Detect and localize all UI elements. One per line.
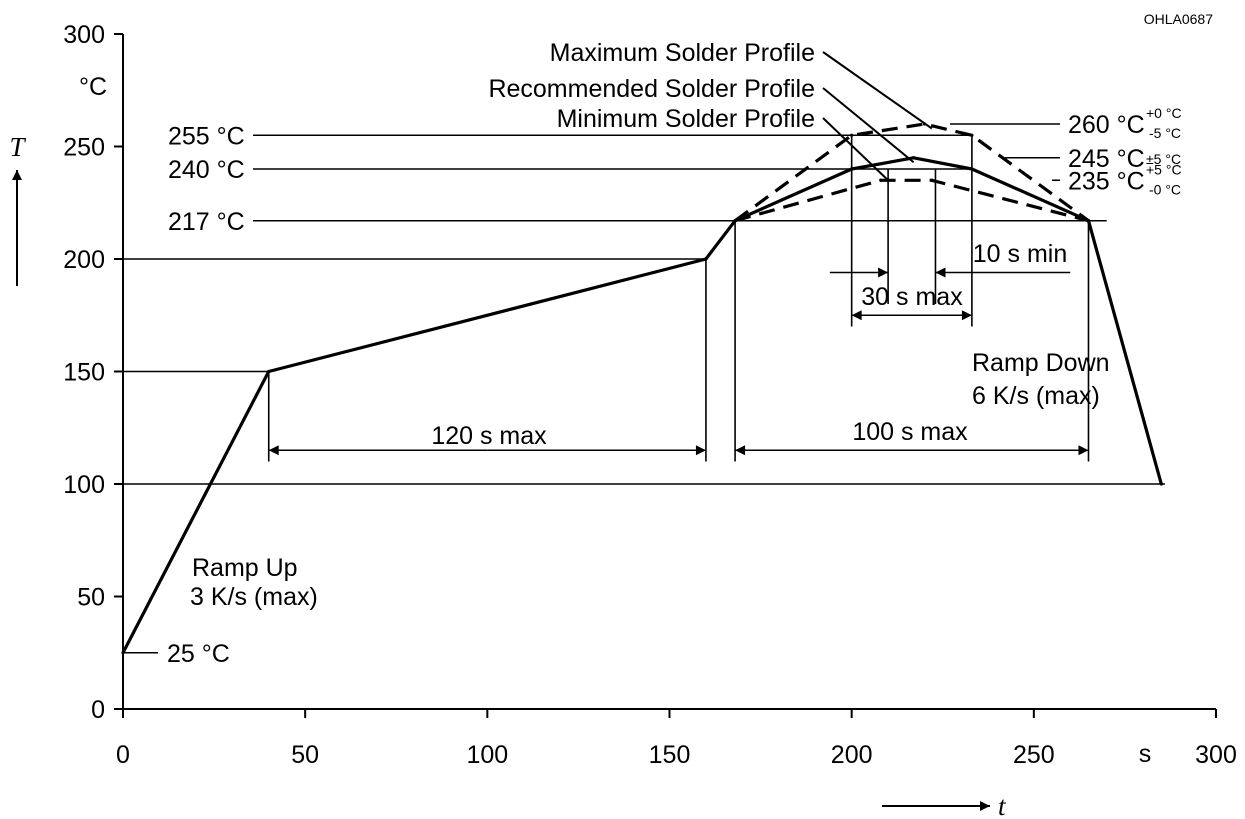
ticks: 0 50 100 150 200 250 300 0 50 100 150 200 250 300	[63, 21, 1237, 769]
series-point-0	[1159, 482, 1163, 486]
y-unit-label: °C	[79, 73, 107, 101]
series-point-0	[704, 257, 708, 261]
peak-temp-label-1: 245 °C	[1068, 145, 1145, 173]
series-point-2	[1086, 219, 1091, 223]
x-tick-label: 300	[1195, 741, 1237, 769]
peak-window-label: 30 s max	[861, 283, 963, 311]
figure-code: OHLA0687	[1144, 11, 1213, 27]
series-line-1	[734, 122, 1090, 222]
peak-tol-lower-2: -0 °C	[1149, 181, 1181, 197]
series-point-0	[121, 651, 125, 655]
series-point-2	[733, 219, 737, 223]
peak-tol-upper-1: ±5 °C	[1146, 151, 1181, 167]
min-dwell-label: 10 s min	[973, 240, 1067, 268]
x-tick-label: 250	[1013, 741, 1055, 769]
peak-tol-upper-0: +0 °C	[1146, 105, 1182, 121]
x-tick-label: 50	[291, 741, 319, 769]
above-liquidus-duration-label: 100 s max	[852, 418, 968, 446]
x-axis-title: t	[998, 791, 1007, 819]
peak-temp-label-2: 235 °C	[1068, 167, 1145, 195]
x-unit-label: s	[1139, 740, 1152, 768]
peak-tol-upper-2: +5 °C	[1146, 161, 1182, 177]
x-tick-label: 150	[649, 741, 691, 769]
series-point-2	[930, 178, 934, 182]
profile-leader-1	[822, 87, 915, 164]
x-tick-label: 100	[466, 741, 508, 769]
series-point-1	[850, 133, 854, 137]
temp-label-0: 255 °C	[168, 122, 245, 150]
y-tick-label: 0	[91, 696, 105, 724]
y-tick-label: 50	[77, 584, 105, 612]
temp-label-3: 25 °C	[167, 640, 230, 668]
peak-tol-lower-0: -5 °C	[1149, 125, 1181, 141]
series-point-0	[850, 167, 854, 171]
profile-curves	[121, 122, 1163, 655]
ramp-down-rate-label: 6 K/s (max)	[972, 382, 1100, 410]
profile-label-2: Minimum Solder Profile	[557, 105, 815, 133]
y-tick-label: 150	[63, 359, 105, 387]
profile-label-1: Recommended Solder Profile	[488, 75, 815, 103]
x-tick-label: 0	[116, 741, 130, 769]
peak-temp-label-0: 260 °C	[1068, 111, 1145, 139]
series-point-0	[267, 369, 271, 374]
profile-leader-2	[822, 117, 889, 181]
temp-label-1: 240 °C	[168, 156, 245, 184]
y-tick-label: 300	[63, 21, 105, 49]
series-point-0	[912, 156, 916, 160]
profile-leader-0	[822, 51, 933, 130]
series-point-1	[970, 133, 974, 137]
temp-label-2: 217 °C	[168, 208, 245, 236]
profile-label-0: Maximum Solder Profile	[550, 39, 815, 67]
preheat-duration-label: 120 s max	[431, 422, 547, 450]
dimension-lines	[267, 135, 1090, 462]
y-tick-label: 100	[63, 471, 105, 499]
y-tick-label: 250	[63, 134, 105, 162]
ramp-down-label: Ramp Down	[972, 349, 1110, 377]
x-tick-label: 200	[831, 741, 873, 769]
ramp-up-label: Ramp Up	[192, 554, 298, 582]
series-point-2	[879, 178, 883, 182]
series-point-0	[970, 167, 974, 171]
ramp-up-rate-label: 3 K/s (max)	[190, 583, 318, 611]
y-tick-label: 200	[63, 246, 105, 274]
y-axis-title: T	[9, 132, 26, 162]
series-line-2	[734, 178, 1089, 223]
